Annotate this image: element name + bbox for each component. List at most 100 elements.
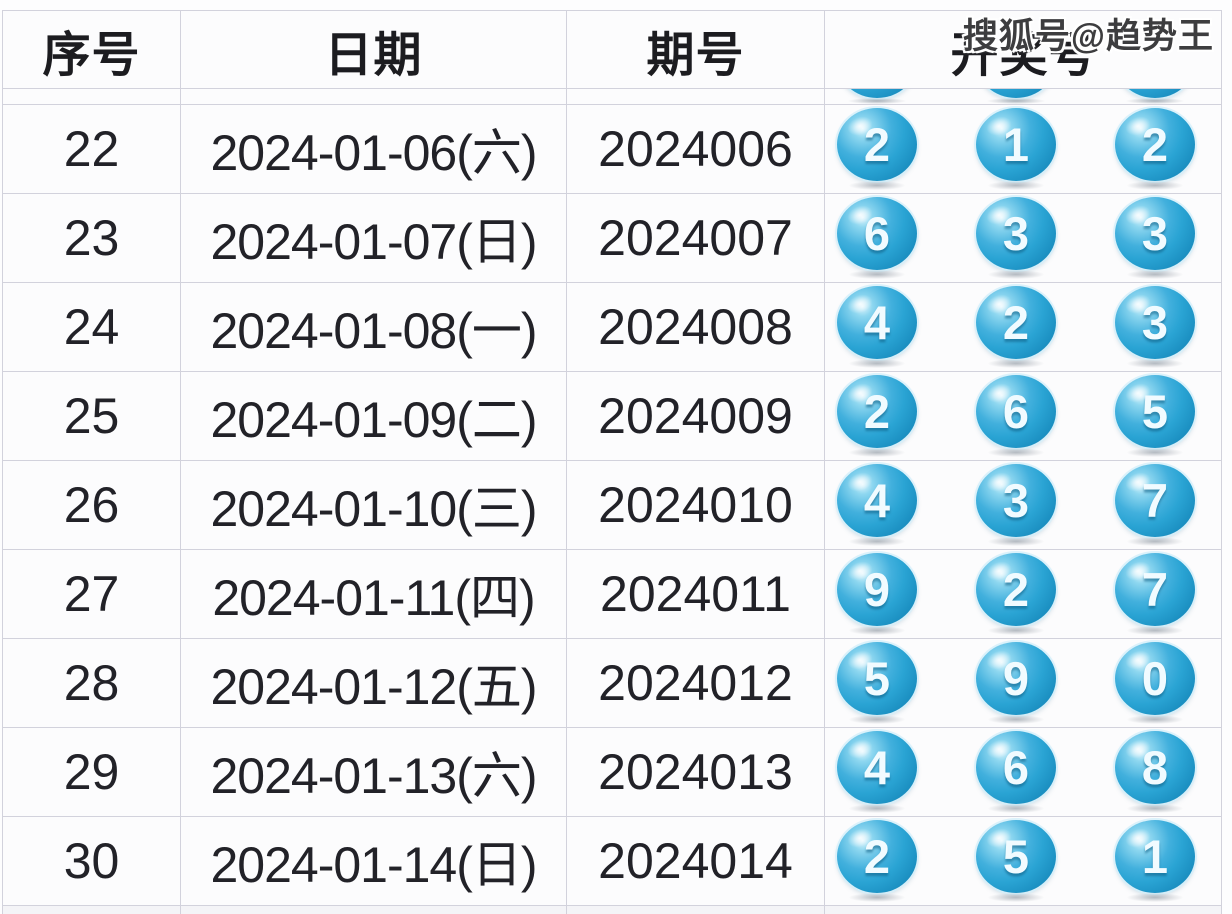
lottery-ball-number: 5	[863, 652, 891, 705]
lottery-ball-sphere: 9	[976, 642, 1056, 715]
lottery-ball-number: 2	[863, 830, 891, 883]
lottery-ball-number: 7	[1141, 563, 1169, 616]
lottery-ball-number: 4	[863, 741, 891, 794]
row-issue: 2024006	[567, 105, 825, 193]
lottery-ball: 1	[976, 108, 1056, 190]
lottery-ball-sphere: 6	[976, 375, 1056, 448]
lottery-ball: 7	[1115, 553, 1195, 635]
cutoff-lottery-ball	[976, 89, 1056, 104]
row-index: 23	[3, 194, 181, 282]
lottery-ball-sphere: 5	[837, 642, 917, 715]
cutoff-row-top	[3, 89, 1221, 105]
lottery-ball-sphere: 1	[1115, 820, 1195, 893]
header-index: 序号	[3, 11, 181, 88]
row-date: 2024-01-07(日)	[181, 194, 567, 282]
lottery-ball-number: 2	[1002, 563, 1030, 616]
lottery-ball: 8	[1115, 731, 1195, 813]
lottery-ball-number: 1	[1141, 830, 1169, 883]
lottery-ball: 4	[837, 731, 917, 813]
row-date: 2024-01-12(五)	[181, 639, 567, 727]
header-date: 日期	[181, 11, 567, 88]
row-balls: 9 2 7	[825, 550, 1221, 638]
row-issue: 2024014	[567, 817, 825, 905]
lottery-ball: 2	[837, 820, 917, 902]
lottery-ball-number: 4	[863, 296, 891, 349]
lottery-ball-number: 5	[1141, 385, 1169, 438]
cutoff-ball-sphere	[1115, 89, 1195, 98]
cutoff-issue-cell	[567, 89, 825, 104]
lottery-ball: 3	[1115, 286, 1195, 368]
lottery-ball-number: 3	[1002, 207, 1030, 260]
table-row: 24 2024-01-08(一) 2024008 4 2 3	[3, 283, 1221, 372]
lottery-ball-sphere: 3	[976, 197, 1056, 270]
lottery-ball-sphere: 0	[1115, 642, 1195, 715]
cutoff-lottery-ball	[837, 89, 917, 104]
row-index: 25	[3, 372, 181, 460]
cutoff-lottery-ball	[1115, 89, 1195, 104]
lottery-ball-number: 0	[1141, 652, 1169, 705]
lottery-ball-number: 8	[1141, 741, 1169, 794]
lottery-ball: 6	[976, 731, 1056, 813]
lottery-ball-sphere: 9	[837, 553, 917, 626]
table-header-row: 序号 日期 期号 开奖号	[3, 11, 1221, 89]
lottery-ball: 5	[1115, 375, 1195, 457]
lottery-ball-sphere: 4	[837, 731, 917, 804]
row-balls: 2 5 1	[825, 817, 1221, 905]
lottery-ball-number: 2	[863, 385, 891, 438]
lottery-ball: 2	[837, 375, 917, 457]
row-index: 27	[3, 550, 181, 638]
lottery-ball: 2	[976, 553, 1056, 635]
lottery-ball-number: 2	[1002, 296, 1030, 349]
lottery-ball-number: 1	[1002, 118, 1030, 171]
cutoff-date-cell	[181, 89, 567, 104]
table-row: 25 2024-01-09(二) 2024009 2 6 5	[3, 372, 1221, 461]
lottery-ball-sphere: 7	[1115, 553, 1195, 626]
row-date: 2024-01-06(六)	[181, 105, 567, 193]
lottery-ball: 4	[837, 464, 917, 546]
lottery-ball-number: 6	[1002, 385, 1030, 438]
row-balls: 4 6 8	[825, 728, 1221, 816]
row-issue: 2024011	[567, 550, 825, 638]
lottery-ball-sphere: 6	[976, 731, 1056, 804]
lottery-ball: 5	[837, 642, 917, 724]
row-issue: 2024007	[567, 194, 825, 282]
header-issue: 期号	[567, 11, 825, 88]
cutoff-ball-shadow	[987, 97, 1045, 104]
lottery-ball-sphere: 6	[837, 197, 917, 270]
row-balls: 2 1 2	[825, 105, 1221, 193]
lottery-ball: 5	[976, 820, 1056, 902]
lottery-ball-sphere: 2	[976, 286, 1056, 359]
row-issue: 2024012	[567, 639, 825, 727]
table-row: 29 2024-01-13(六) 2024013 4 6 8	[3, 728, 1221, 817]
lottery-ball: 3	[976, 197, 1056, 279]
row-date: 2024-01-09(二)	[181, 372, 567, 460]
lottery-ball-number: 3	[1141, 207, 1169, 260]
cutoff-ball-sphere	[976, 89, 1056, 98]
lottery-ball-number: 6	[863, 207, 891, 260]
lottery-ball: 9	[837, 553, 917, 635]
row-index: 24	[3, 283, 181, 371]
row-issue: 2024013	[567, 728, 825, 816]
cutoff-ball-shadow	[1126, 97, 1184, 104]
lottery-ball: 2	[1115, 108, 1195, 190]
row-date: 2024-01-14(日)	[181, 817, 567, 905]
row-date: 2024-01-13(六)	[181, 728, 567, 816]
row-balls: 4 3 7	[825, 461, 1221, 549]
table-row: 23 2024-01-07(日) 2024007 6 3 3	[3, 194, 1221, 283]
lottery-ball-sphere: 1	[976, 108, 1056, 181]
row-issue: 2024009	[567, 372, 825, 460]
lottery-ball-sphere: 7	[1115, 464, 1195, 537]
lottery-ball-sphere: 2	[837, 108, 917, 181]
cutoff-ball-sphere	[837, 89, 917, 98]
cutoff-ball-shadow	[848, 97, 906, 104]
lottery-ball-number: 4	[863, 474, 891, 527]
lottery-ball: 6	[976, 375, 1056, 457]
lottery-ball-sphere: 8	[1115, 731, 1195, 804]
lottery-ball: 7	[1115, 464, 1195, 546]
table-row: 28 2024-01-12(五) 2024012 5 9 0	[3, 639, 1221, 728]
row-index: 30	[3, 817, 181, 905]
header-numbers: 开奖号	[950, 28, 1098, 82]
